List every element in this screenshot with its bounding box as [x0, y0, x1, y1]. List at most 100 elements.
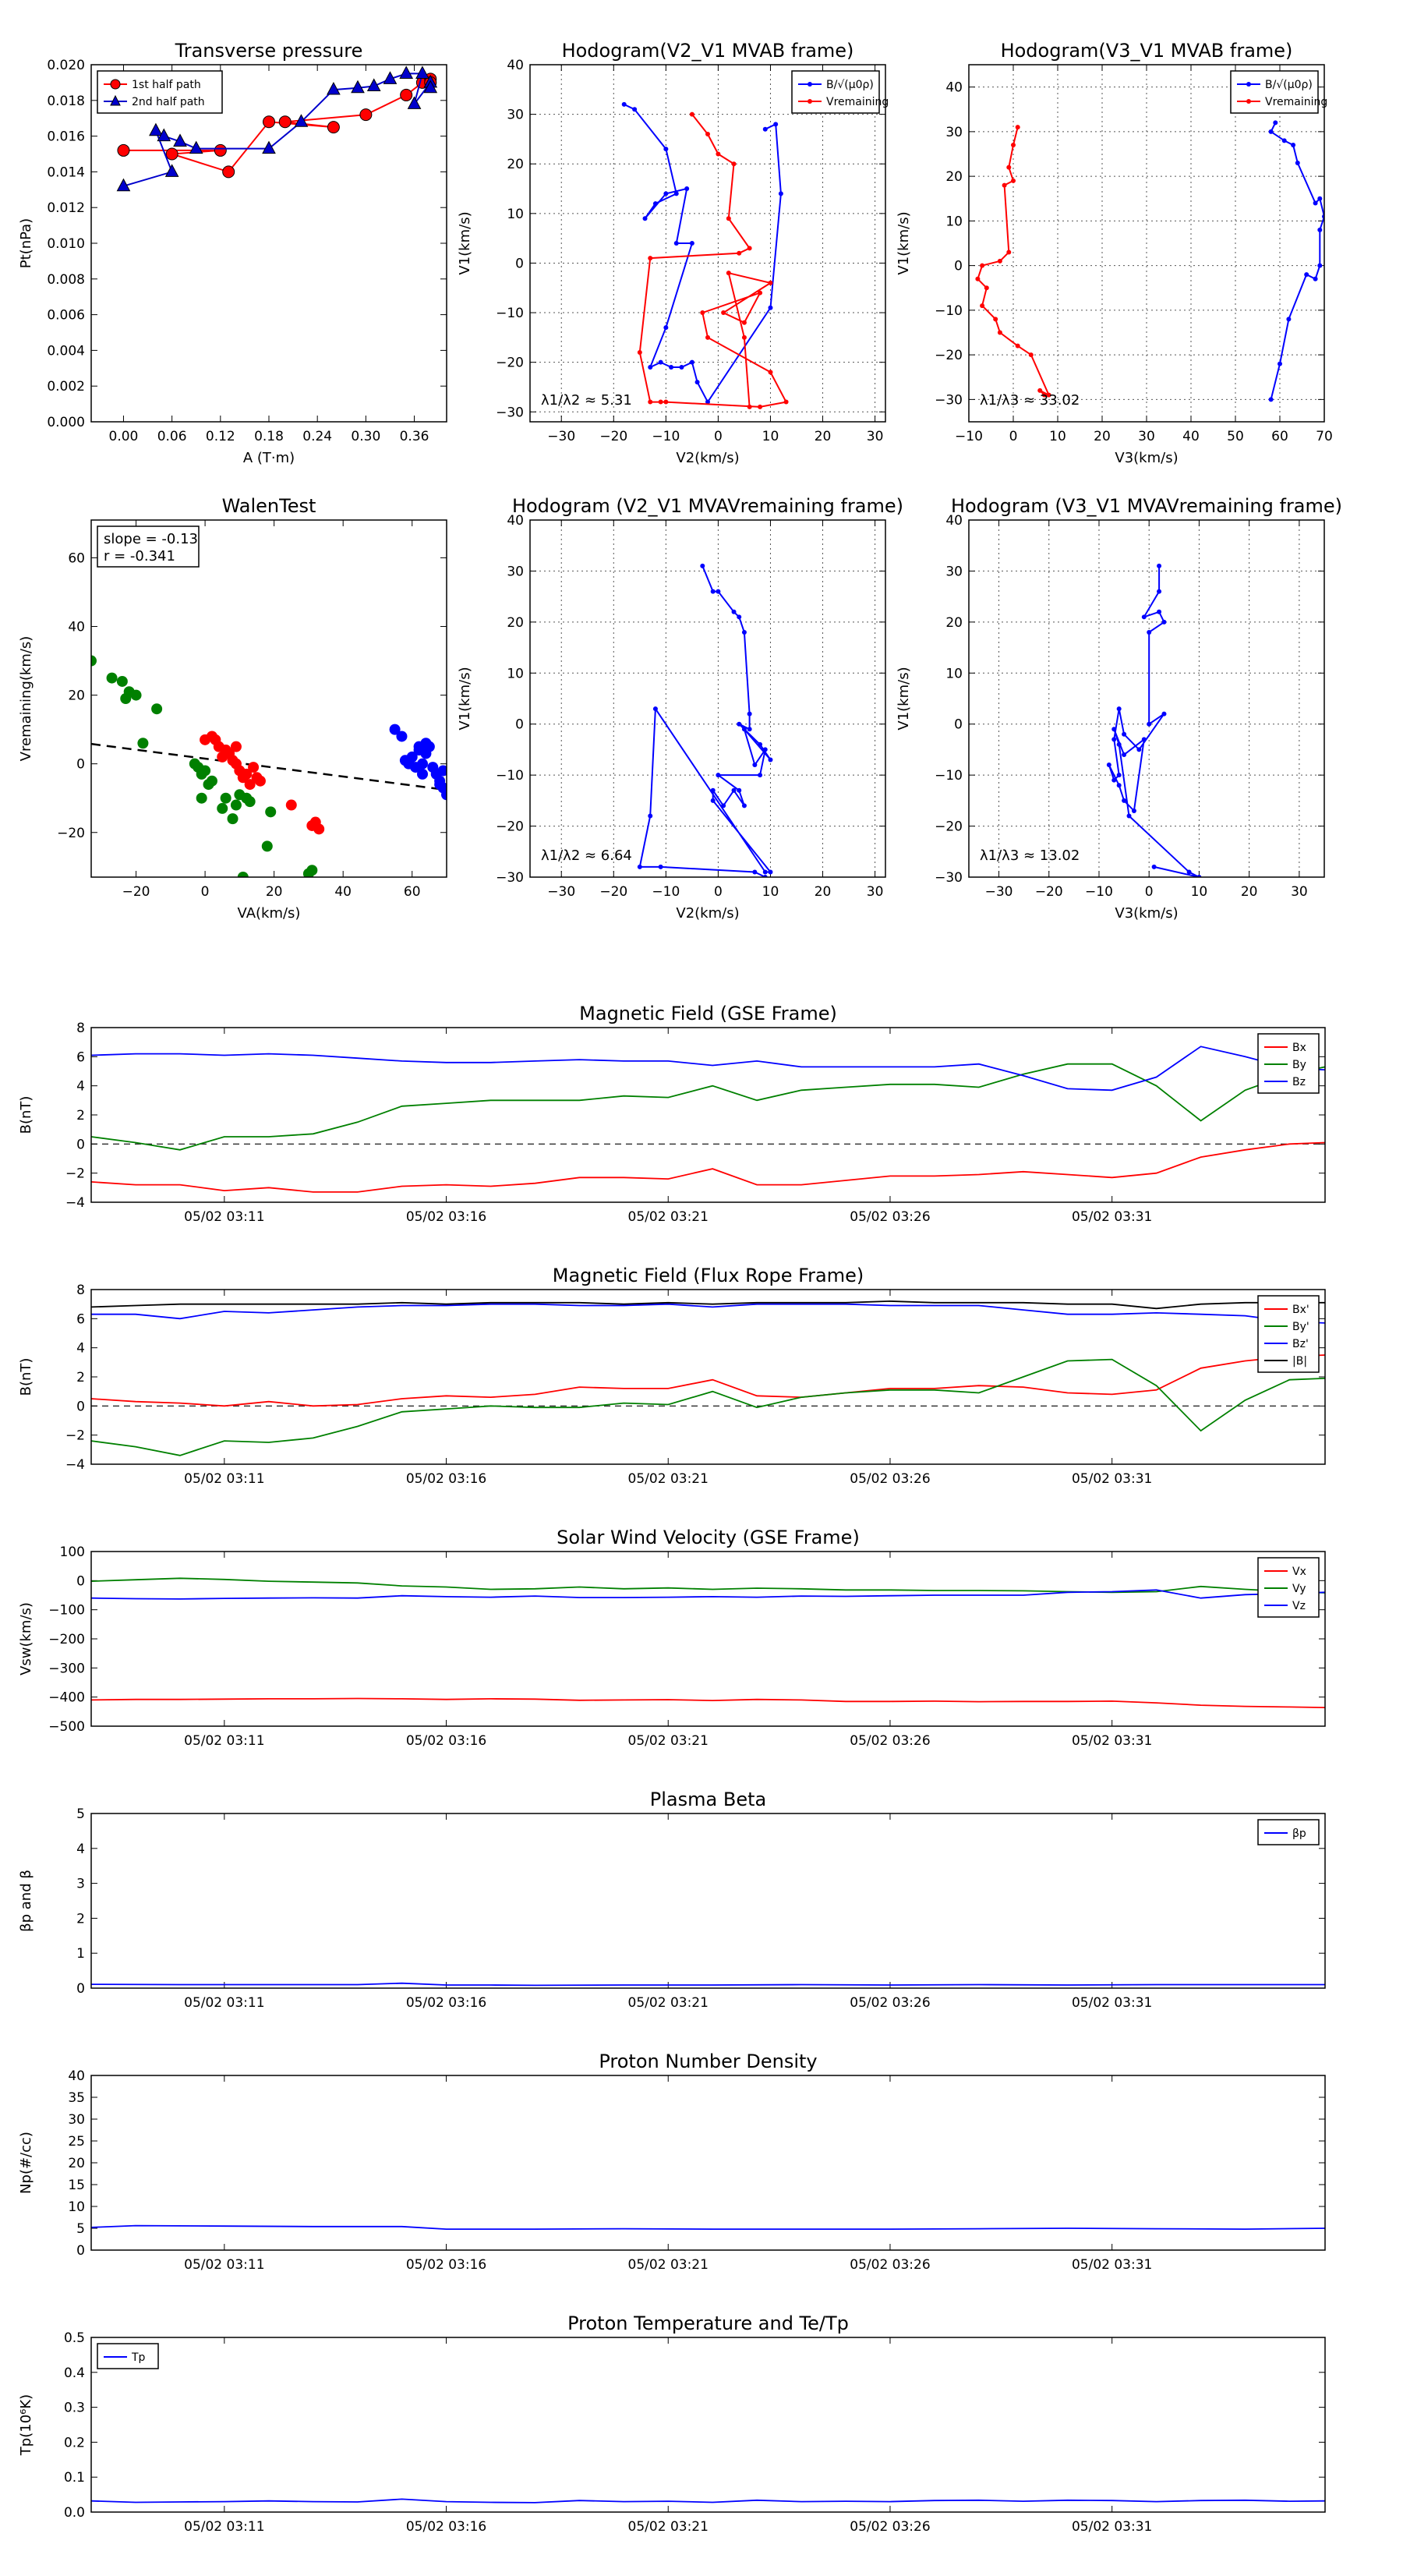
- y-tick-label: −10: [496, 768, 524, 784]
- data-point: [265, 806, 277, 818]
- x-tick-label: 05/02 03:11: [184, 2519, 264, 2535]
- data-point: [741, 629, 747, 635]
- y-tick-label: 0: [76, 1399, 85, 1414]
- y-tick-label: 10: [945, 666, 963, 681]
- data-point: [196, 792, 207, 804]
- data-point: [632, 107, 638, 112]
- legend-label: βp: [1292, 1828, 1306, 1840]
- data-point: [689, 241, 694, 246]
- y-tick-label: 35: [68, 2090, 85, 2106]
- legend-label: |B|: [1292, 1355, 1307, 1368]
- data-point: [684, 186, 690, 192]
- x-tick-label: 05/02 03:11: [184, 1733, 264, 1749]
- y-tick-label: −10: [496, 306, 524, 321]
- data-point: [1317, 263, 1323, 268]
- chart-hod1: −30 −20 −10 0 10 20 30 −30 −20 −10 0 10 20 30 40 Hodogr…: [457, 40, 889, 466]
- data-point: [389, 724, 401, 735]
- y-tick-label: 0.5: [64, 2330, 85, 2346]
- data-point: [663, 147, 669, 152]
- series-line-0: [91, 1697, 1325, 1708]
- legend-label: Bz: [1292, 1076, 1306, 1088]
- y-tick-label: −30: [496, 405, 524, 420]
- legend-marker: [110, 79, 121, 90]
- y-tick-label: −20: [496, 819, 524, 835]
- x-tick-label: −20: [1035, 884, 1063, 900]
- data-point: [768, 869, 773, 875]
- data-point: [1157, 563, 1162, 568]
- series-line-0: [1270, 122, 1324, 400]
- y-axis-label: V1(km/s): [896, 211, 912, 274]
- data-point: [417, 768, 429, 780]
- x-tick-label: 0.18: [254, 429, 284, 444]
- x-tick-label: 20: [266, 884, 283, 900]
- y-axis-label: βp and β: [18, 1870, 34, 1932]
- data-point: [217, 802, 228, 814]
- data-point: [278, 115, 292, 129]
- legend-label: Bz': [1292, 1338, 1309, 1350]
- data-point: [737, 787, 742, 793]
- fit-line: [91, 742, 447, 791]
- y-tick-label: 6: [76, 1311, 85, 1327]
- data-point: [1157, 609, 1162, 614]
- y-tick-label: 2: [76, 1108, 85, 1123]
- data-point: [220, 792, 231, 804]
- x-tick-label: 05/02 03:31: [1072, 1733, 1152, 1749]
- x-tick-label: −10: [652, 429, 680, 444]
- chart-title: WalenTest: [222, 495, 316, 517]
- data-point: [222, 165, 235, 179]
- data-point: [1141, 737, 1147, 742]
- y-tick-label: 40: [507, 513, 524, 529]
- data-point: [778, 191, 783, 196]
- data-point: [768, 305, 773, 310]
- x-tick-label: 0: [201, 884, 210, 900]
- data-point: [351, 80, 365, 94]
- plot-frame: [90, 519, 447, 878]
- legend-label: B/√(μ0ρ): [1265, 79, 1313, 91]
- x-tick-label: 30: [867, 429, 884, 444]
- y-tick-label: −20: [57, 826, 85, 841]
- y-tick-label: 20: [68, 688, 85, 704]
- x-tick-label: 0: [1145, 884, 1154, 900]
- x-tick-label: 0.24: [302, 429, 332, 444]
- data-point: [413, 741, 425, 752]
- data-point: [997, 258, 1002, 264]
- data-point: [130, 689, 142, 701]
- series-line-1: [638, 113, 788, 408]
- data-point: [1161, 619, 1167, 625]
- data-point: [705, 132, 710, 137]
- data-point: [157, 128, 171, 142]
- data-point: [621, 101, 627, 107]
- y-tick-label: 30: [507, 564, 524, 579]
- data-point: [663, 325, 669, 331]
- data-point: [359, 108, 373, 122]
- data-point: [741, 334, 747, 340]
- data-point: [669, 365, 674, 370]
- series-line-2: [91, 1046, 1325, 1092]
- data-point: [726, 271, 731, 276]
- data-point: [1268, 397, 1274, 402]
- data-point: [214, 143, 227, 157]
- data-point: [710, 589, 716, 594]
- data-point: [673, 241, 679, 246]
- data-point: [116, 178, 131, 192]
- x-tick-label: 05/02 03:11: [184, 2257, 264, 2273]
- y-tick-label: 40: [945, 80, 963, 96]
- data-point: [689, 359, 694, 365]
- chart-title: Hodogram(V2_V1 MVAB frame): [562, 40, 854, 62]
- x-tick-label: −30: [547, 429, 575, 444]
- data-point: [975, 276, 981, 281]
- chart-title: Plasma Beta: [650, 1789, 766, 1810]
- data-point: [741, 320, 747, 325]
- y-tick-label: 0.002: [47, 379, 85, 395]
- legend-label: Bx: [1292, 1042, 1306, 1054]
- data-point: [648, 256, 653, 261]
- x-tick-label: 20: [1094, 429, 1111, 444]
- x-tick-label: 05/02 03:26: [850, 1209, 930, 1225]
- legend-marker: [808, 82, 812, 87]
- x-axis-label: V2(km/s): [676, 450, 739, 466]
- data-point: [1317, 196, 1323, 201]
- data-point: [244, 779, 256, 791]
- y-tick-label: 0.3: [64, 2401, 85, 2416]
- data-point: [731, 161, 737, 167]
- x-tick-label: 05/02 03:21: [628, 1733, 709, 1749]
